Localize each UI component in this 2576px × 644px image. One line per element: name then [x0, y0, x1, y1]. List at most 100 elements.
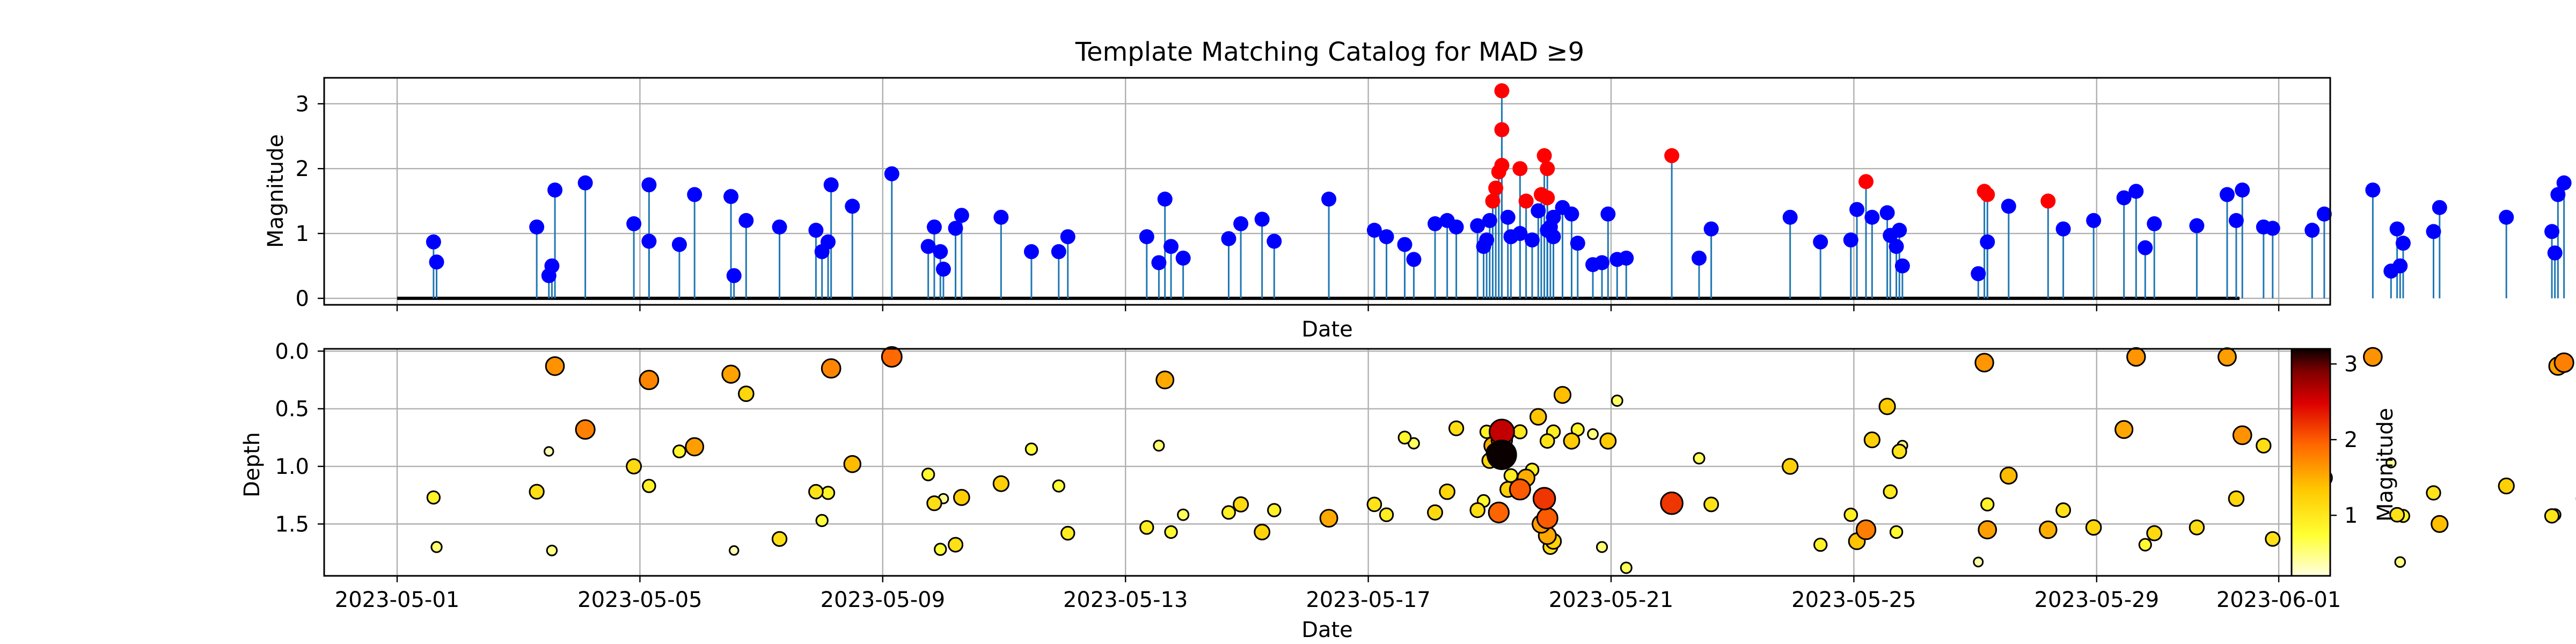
depth-marker [685, 437, 705, 457]
stem-plot: 0 1 2 3 Magnitude Date [264, 77, 2572, 342]
magnitude-marker [1619, 250, 1634, 266]
bottom-x-tick-label: 2023-05-13 [1063, 588, 1188, 612]
depth-marker [672, 444, 686, 458]
depth-marker [1974, 353, 1994, 372]
depth-marker [545, 356, 565, 376]
magnitude-marker [1448, 219, 1464, 235]
magnitude-marker [2392, 258, 2408, 274]
colorbar: 1 2 3 Magnitude [2290, 348, 2398, 577]
depth-marker [1596, 541, 1608, 553]
magnitude-marker [1864, 209, 1880, 225]
magnitude-marker [993, 209, 1009, 225]
magnitude-marker [1524, 232, 1540, 248]
depth-marker [1233, 496, 1249, 513]
magnitude-marker [2556, 175, 2572, 191]
magnitude-marker [1894, 258, 1910, 274]
depth-marker [1883, 484, 1898, 500]
magnitude-marker [1379, 229, 1394, 245]
magnitude-marker [1531, 203, 1546, 218]
magnitude-marker [738, 213, 754, 228]
high-magnitude-marker [1494, 83, 1510, 99]
magnitude-marker [1051, 244, 1066, 259]
magnitude-marker [1366, 223, 1382, 238]
magnitude-marker [1691, 250, 1707, 266]
magnitude-marker [2316, 206, 2332, 222]
magnitude-marker [1157, 192, 1173, 207]
high-magnitude-marker [1540, 161, 1555, 177]
depth-marker [843, 455, 861, 473]
top-y-tick-label: 1 [296, 222, 309, 246]
depth-marker [821, 358, 841, 379]
depth-marker [2232, 425, 2252, 445]
magnitude-marker [1849, 202, 1865, 217]
magnitude-marker [1151, 255, 1167, 270]
depth-marker [2138, 538, 2152, 552]
magnitude-marker [529, 219, 545, 235]
magnitude-marker [429, 254, 444, 270]
magnitude-marker [1703, 221, 1719, 237]
magnitude-marker [948, 221, 963, 236]
depth-marker [1052, 479, 1065, 493]
magnitude-marker [2086, 213, 2102, 228]
magnitude-marker [2138, 240, 2153, 255]
depth-marker [1469, 502, 1485, 518]
depth-marker [1366, 496, 1382, 513]
magnitude-marker [1594, 255, 1610, 270]
depth-marker [808, 484, 824, 500]
magnitude-marker [935, 261, 951, 277]
depth-marker [1024, 442, 1038, 456]
bottom-y-tick-label: 0.0 [275, 339, 309, 364]
depth-marker [2000, 466, 2018, 485]
depth-marker [426, 490, 441, 505]
magnitude-marker [1479, 232, 1495, 248]
magnitude-marker [772, 219, 787, 235]
colorbar-label: Magnitude [2373, 408, 2398, 522]
depth-marker [1587, 428, 1599, 440]
magnitude-marker [2544, 224, 2560, 239]
magnitude-marker [1428, 216, 1443, 231]
high-magnitude-marker [1518, 193, 1534, 209]
magnitude-marker [845, 199, 860, 214]
magnitude-marker [1813, 234, 1828, 250]
depth-marker [1539, 433, 1555, 449]
magnitude-marker [823, 177, 839, 193]
depth-marker [771, 531, 788, 547]
magnitude-marker [2432, 200, 2447, 215]
depth-marker [1153, 440, 1165, 452]
bottom-x-tick-label: 2023-05-09 [821, 588, 945, 612]
magnitude-marker [926, 219, 942, 235]
depth-marker [1164, 525, 1178, 539]
magnitude-marker [2365, 182, 2381, 198]
top-y-tick-label: 3 [296, 92, 309, 116]
bottom-x-tick-label: 2023-05-17 [1306, 588, 1430, 612]
bottom-x-axis-label: Date [1301, 618, 1353, 642]
magnitude-marker [1500, 209, 1516, 225]
depth-marker [1611, 394, 1623, 407]
depth-marker [1529, 408, 1547, 426]
high-magnitude-marker [1485, 193, 1501, 209]
high-magnitude-marker [2040, 193, 2056, 209]
depth-marker [1703, 496, 1719, 513]
depth-marker [1889, 525, 1904, 539]
bottom-x-tick-label: 2023-05-25 [1791, 588, 1916, 612]
colorbar-gradient [2290, 348, 2331, 577]
magnitude-marker [1843, 232, 1858, 248]
bottom-x-tick-label: 2023-05-01 [335, 588, 459, 612]
depth-marker [2218, 347, 2237, 367]
magnitude-marker [1163, 239, 1179, 254]
magnitude-marker [577, 175, 593, 191]
magnitude-marker [2055, 221, 2071, 237]
bottom-x-tick-label: 2023-06-01 [2216, 588, 2341, 612]
depth-marker [2544, 508, 2560, 524]
bottom-x-tick-label: 2023-05-21 [1549, 588, 1673, 612]
high-magnitude-marker [1512, 161, 1528, 177]
magnitude-marker [2550, 187, 2566, 202]
depth-marker [626, 458, 642, 474]
depth-marker [1693, 452, 1706, 465]
depth-marker [1448, 420, 1465, 436]
magnitude-marker [426, 234, 441, 250]
magnitude-marker [2389, 221, 2405, 237]
magnitude-marker [1570, 236, 1585, 251]
colorbar-tick-label: 1 [2344, 503, 2358, 528]
magnitude-marker [2395, 236, 2411, 251]
